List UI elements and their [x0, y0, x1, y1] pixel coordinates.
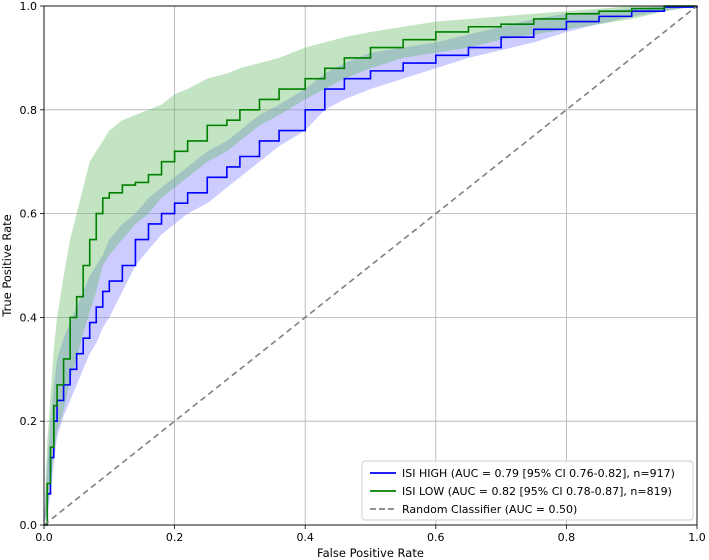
x-tick-label: 1.0 [688, 531, 706, 544]
y-tick-label: 1.0 [20, 0, 38, 13]
x-tick-label: 0.6 [427, 531, 445, 544]
random-classifier-line [43, 5, 698, 526]
y-tick-label: 0.6 [20, 208, 38, 221]
grid-lines [43, 5, 698, 526]
legend: ISI HIGH (AUC = 0.79 [95% CI 0.76-0.82],… [361, 460, 694, 521]
y-axis-label: True Positive Rate [0, 214, 14, 317]
isi-high-roc-line [44, 6, 698, 526]
x-tick-label: 0.8 [558, 531, 576, 544]
legend-label: ISI HIGH (AUC = 0.79 [95% CI 0.76-0.82],… [402, 467, 675, 480]
y-tick-label: 0.2 [20, 415, 38, 428]
roc-curves [43, 5, 698, 526]
isi-low-roc-line [44, 5, 697, 526]
x-axis-label: False Positive Rate [317, 546, 424, 560]
axis-ticks: 0.0 0.2 0.4 0.6 0.8 1.0 0.0 0.2 0.4 0.6 0.8 1.0 [20, 0, 706, 544]
x-tick-label: 0.2 [166, 531, 184, 544]
y-tick-label: 0.0 [20, 519, 38, 532]
x-tick-label: 0.0 [35, 531, 53, 544]
plot-frame [43, 5, 698, 526]
x-tick-label: 0.4 [296, 531, 314, 544]
legend-label: Random Classifier (AUC = 0.50) [402, 503, 577, 516]
y-tick-label: 0.8 [20, 104, 38, 117]
y-tick-label: 0.4 [20, 311, 38, 324]
legend-label: ISI LOW (AUC = 0.82 [95% CI 0.78-0.87], … [402, 485, 672, 498]
legend-box [361, 460, 694, 521]
